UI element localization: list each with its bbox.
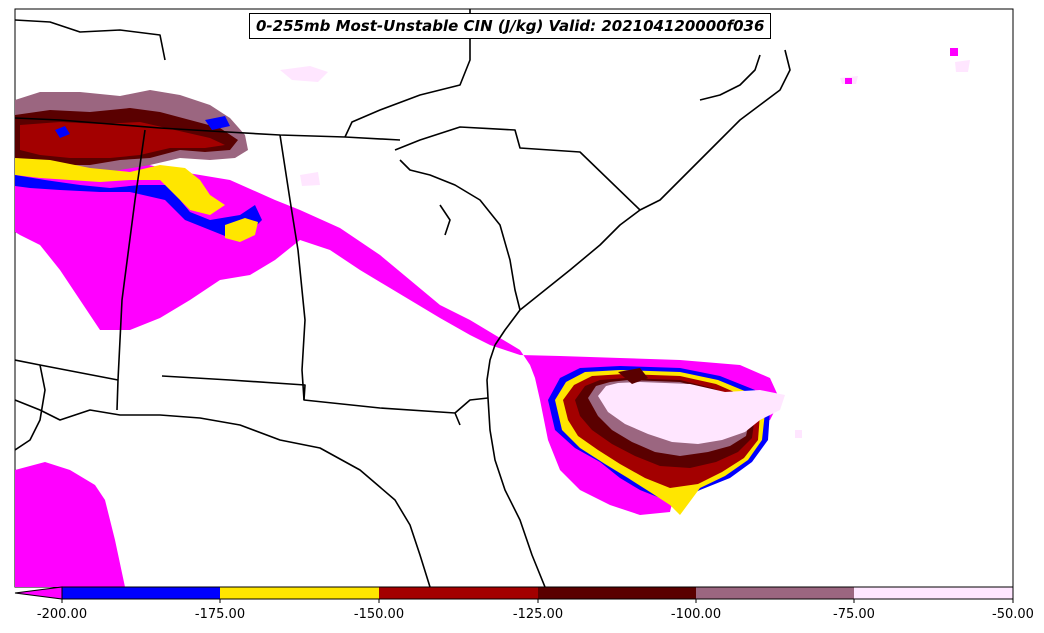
cin-lightpink-offshore [598,382,785,444]
cin-yellow-spot [225,218,258,242]
colorbar-tick-label: -175.00 [194,607,246,622]
colorbar-tick-label: -200.00 [36,607,88,622]
colorbar-extend-min [14,586,63,600]
colorbar-tick-label: -50.00 [992,607,1034,622]
colorbar-tick-label: -100.00 [670,607,722,622]
colorbar-bin-2 [220,587,379,599]
colorbar-bin-5 [696,587,854,599]
cin-yellow-northwest [15,158,225,215]
colorbar-bin-6 [854,587,1013,599]
map-boundaries [15,9,791,587]
colorbar-bin-4 [538,587,696,599]
cin-magenta-gulf-lobe [15,462,125,587]
cin-blue-northwest [15,175,262,238]
colorbar-tick-label: -75.00 [833,607,875,622]
colorbar-tick-label: -150.00 [353,607,405,622]
cin-red-northwest [20,122,225,158]
colorbar-bin-3 [379,587,538,599]
colorbar [14,586,1014,603]
colorbar-bin-1 [62,587,220,599]
cin-darkred-offshore-spot [618,368,648,384]
map-title: 0-255mb Most-Unstable CIN (J/kg) Valid: … [249,13,772,39]
colorbar-tick-label: -125.00 [512,607,564,622]
